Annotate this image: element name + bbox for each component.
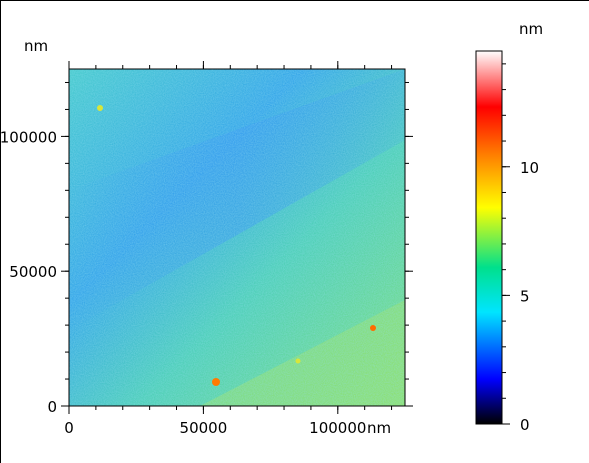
- y-axis-unit-label: nm: [24, 37, 48, 55]
- plot-axes: 0 50000 100000 0 50000 100000: [0, 61, 413, 437]
- x-tick-label: 100000: [309, 419, 366, 437]
- y-tick-label: 50000: [9, 263, 57, 281]
- x-tick-label: 50000: [180, 419, 228, 437]
- colorbar: 0 5 10: [475, 50, 539, 434]
- x-axis-unit-label: nm: [367, 419, 391, 437]
- colorbar-tick-label: 10: [520, 159, 539, 177]
- height-map-image[interactable]: [69, 69, 405, 406]
- x-tick-label: 0: [64, 419, 74, 437]
- height-feature: [97, 105, 103, 111]
- height-feature: [212, 378, 220, 386]
- colorbar-ticks: 0 5 10: [502, 63, 539, 434]
- colorbar-gradient: [475, 50, 503, 425]
- height-feature: [295, 358, 301, 364]
- colorbar-tick-label: 0: [520, 416, 530, 434]
- height-feature: [370, 325, 376, 331]
- plot-frame: [68, 68, 406, 407]
- y-tick-label: 0: [47, 398, 57, 416]
- colorbar-unit-label: nm: [519, 20, 543, 38]
- colorbar-tick-label: 5: [520, 287, 530, 305]
- y-tick-label: 100000: [0, 128, 57, 146]
